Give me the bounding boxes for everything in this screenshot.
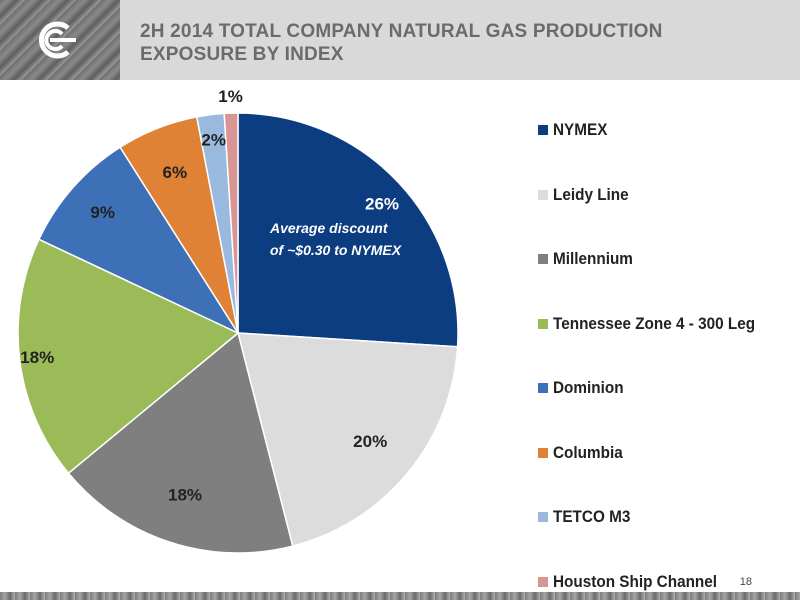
page-number: 18: [740, 576, 752, 588]
data-label-nymex: 26%: [365, 194, 399, 213]
footer-band: [0, 592, 800, 600]
legend-item: TETCO M3: [538, 485, 798, 550]
legend-swatch: [538, 577, 548, 587]
data-label-columbia: 6%: [163, 163, 188, 182]
legend-swatch: [538, 383, 548, 393]
legend-swatch: [538, 125, 548, 135]
page-title-line2: EXPOSURE BY INDEX: [140, 44, 344, 65]
legend-label: Columbia: [553, 443, 623, 463]
pie-chart: 26% 20% 18% 18% 9% 6% 2% 1% Average discount of…: [0, 80, 530, 580]
logo-mark-icon: [32, 20, 78, 60]
legend-label: Leidy Line: [553, 185, 629, 205]
legend-label: Millennium: [553, 249, 633, 269]
legend-label: Dominion: [553, 378, 624, 398]
legend-item: Millennium: [538, 227, 798, 292]
data-label-tennessee-zone-4-300-leg: 18%: [20, 348, 54, 367]
legend-item: NYMEX: [538, 98, 798, 163]
company-logo: [0, 0, 120, 80]
legend-item: Houston Ship Channel: [538, 550, 798, 614]
legend-swatch: [538, 254, 548, 264]
legend-label: Tennessee Zone 4 - 300 Leg: [553, 314, 755, 334]
legend-label: TETCO M3: [553, 507, 630, 527]
data-label-houston-ship-channel: 1%: [218, 87, 243, 106]
annotation-line2: of ~$0.30 to NYMEX: [270, 242, 403, 258]
legend-label: NYMEX: [553, 120, 607, 140]
legend-item: Dominion: [538, 356, 798, 421]
data-label-millennium: 18%: [168, 486, 202, 505]
legend-swatch: [538, 512, 548, 522]
legend-swatch: [538, 190, 548, 200]
legend-swatch: [538, 448, 548, 458]
legend-item: Columbia: [538, 421, 798, 486]
chart-legend: NYMEX Leidy Line Millennium Tennessee Zone …: [538, 98, 798, 614]
page-title: 2H 2014 TOTAL COMPANY NATURAL GAS PRODUC…: [140, 20, 780, 66]
legend-label: Houston Ship Channel: [553, 572, 717, 592]
legend-item: Tennessee Zone 4 - 300 Leg: [538, 292, 798, 357]
legend-swatch: [538, 319, 548, 329]
data-label-leidy-line: 20%: [353, 432, 387, 451]
annotation-line1: Average discount: [269, 220, 389, 236]
legend-item: Leidy Line: [538, 163, 798, 228]
data-label-dominion: 9%: [90, 203, 115, 222]
page-title-line1: 2H 2014 TOTAL COMPANY NATURAL GAS PRODUC…: [140, 21, 663, 42]
pie-slices: [18, 113, 458, 553]
data-label-tetco-m3: 2%: [201, 130, 226, 149]
